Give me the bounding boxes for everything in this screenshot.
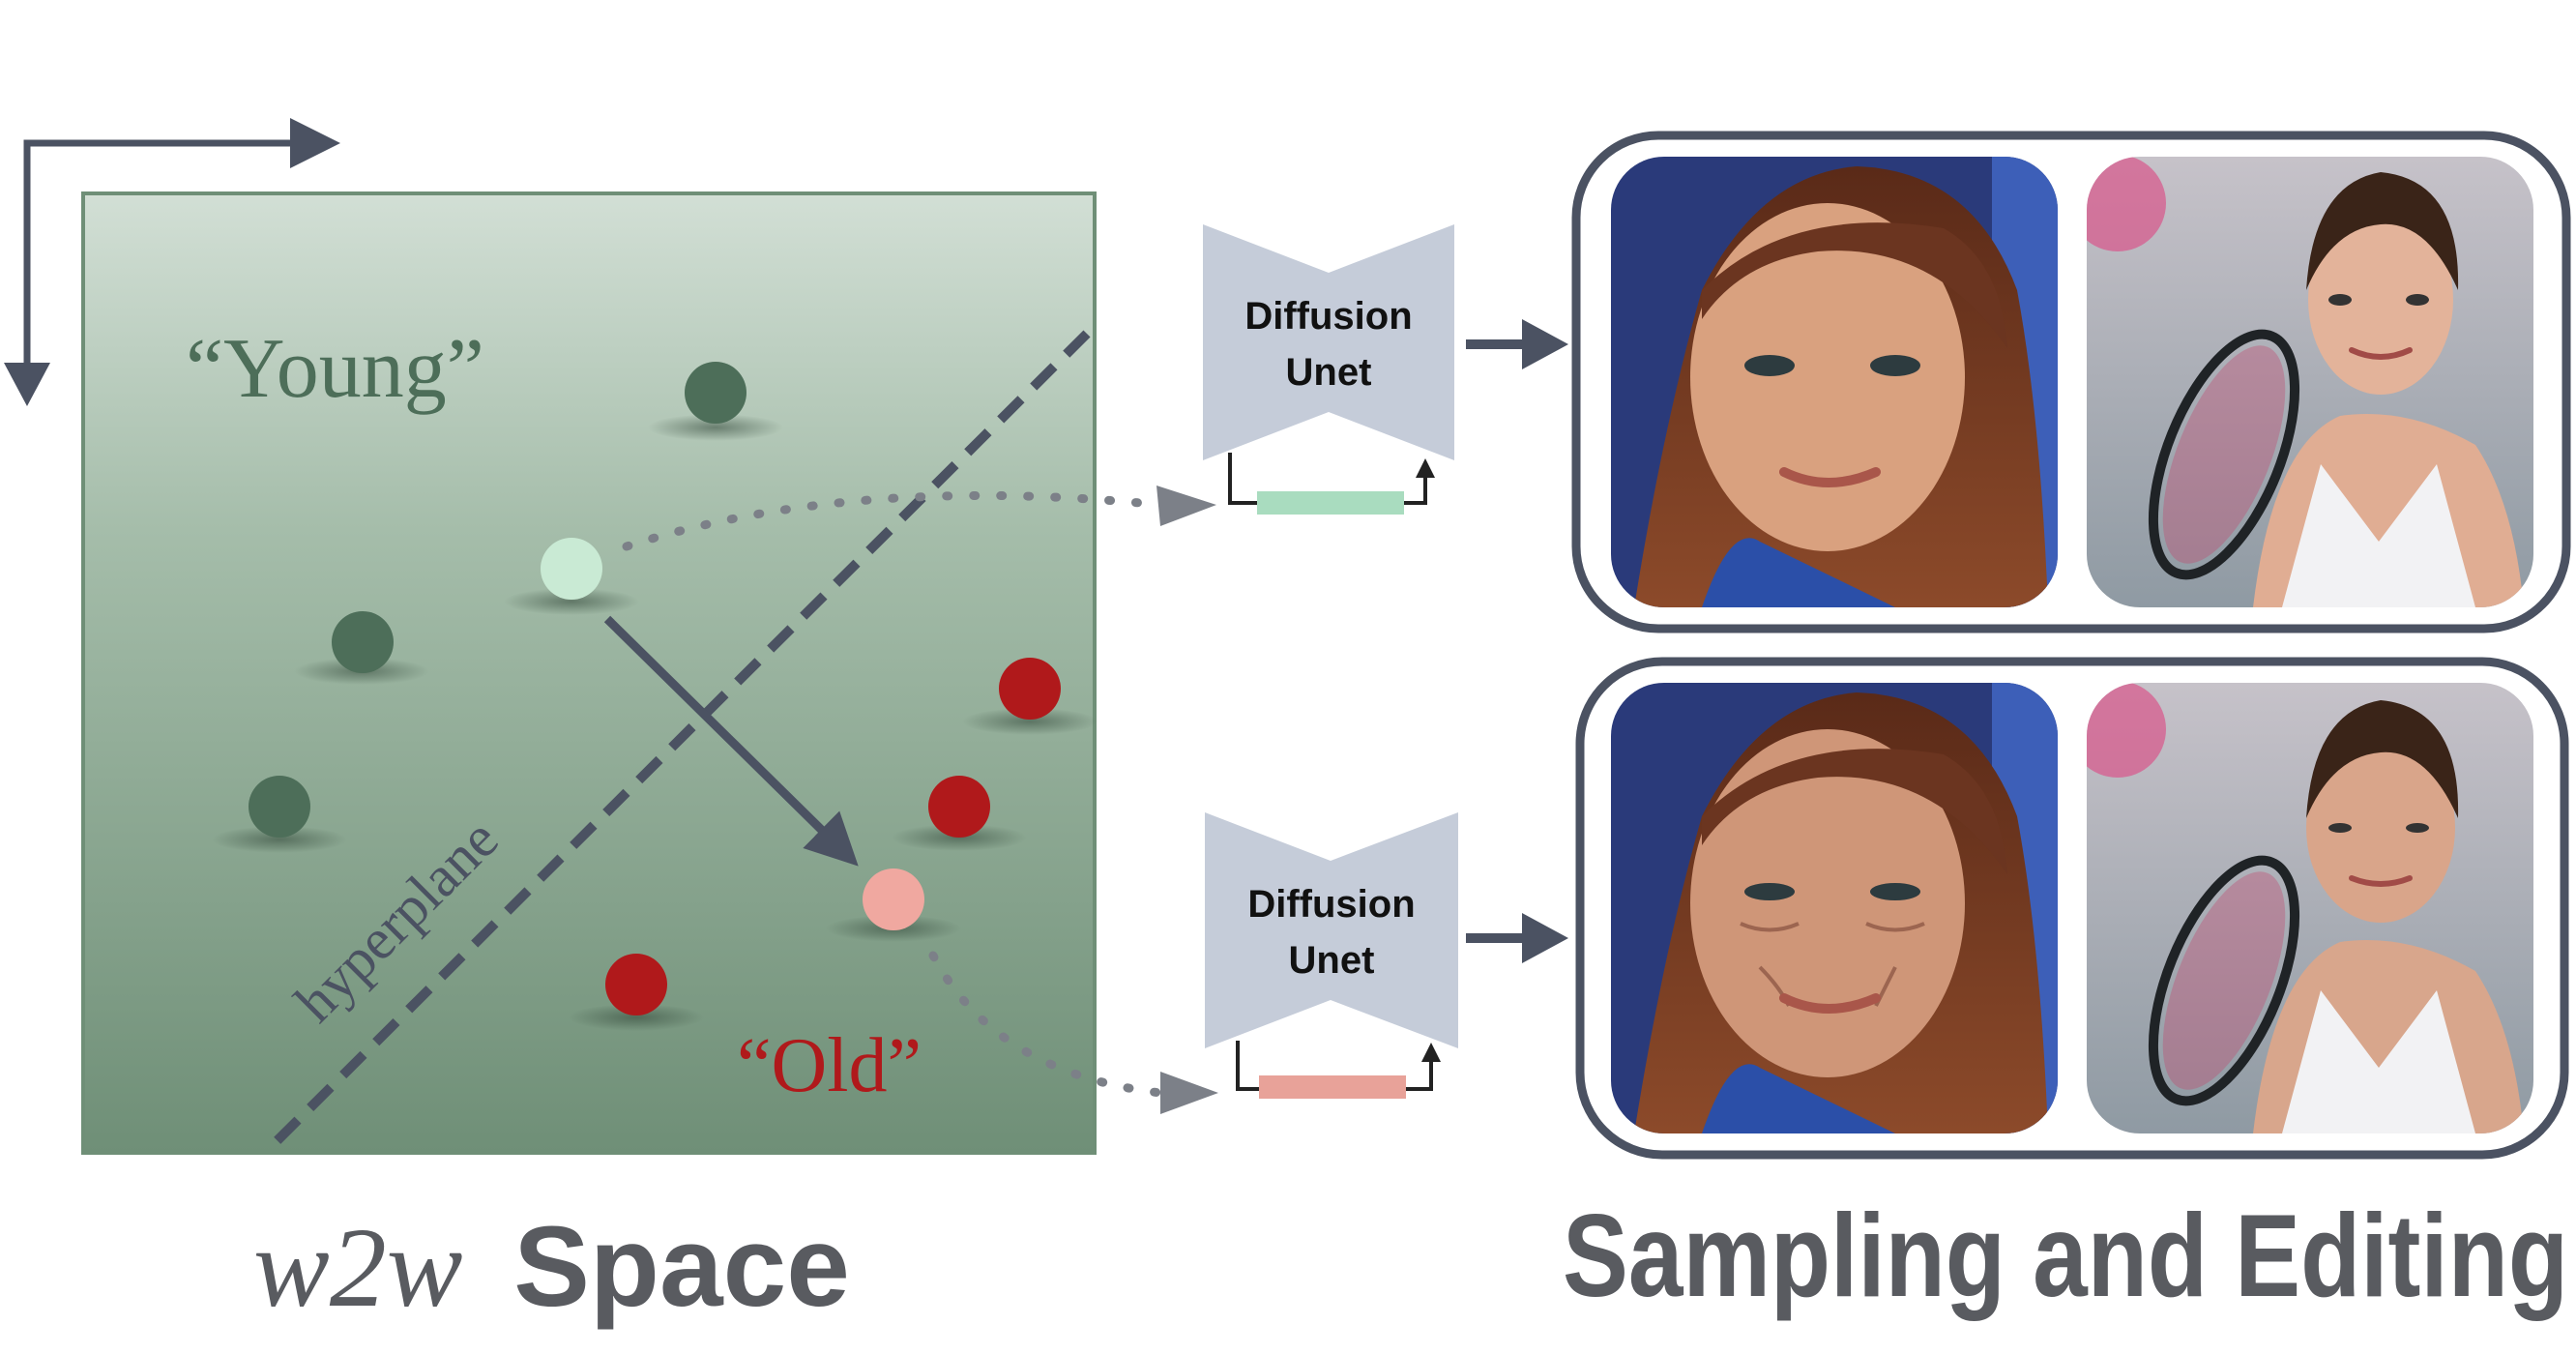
- space-caption-rest: Space: [513, 1203, 850, 1331]
- dotted-connectors: [622, 486, 1218, 1114]
- unet-label-line1: Diffusion: [1247, 883, 1415, 926]
- young-point: [685, 362, 746, 424]
- selected-young-point: [541, 538, 602, 600]
- results-frame-young: [1571, 131, 2571, 633]
- space-caption-italic: w2w: [253, 1204, 462, 1331]
- tennis-player-young: [2087, 157, 2533, 607]
- woman-portrait-old: [1611, 683, 2058, 1133]
- unet-block-top: Diffusion Unet: [1203, 224, 1454, 515]
- unet-block-bottom: Diffusion Unet: [1205, 812, 1458, 1099]
- young-point: [332, 611, 394, 673]
- young-label: “Young”: [186, 322, 484, 416]
- results-frame-old: [1575, 657, 2569, 1160]
- old-point: [605, 954, 667, 1016]
- axis-arrows: [4, 118, 340, 406]
- old-point: [928, 776, 990, 838]
- unet-label-line2: Unet: [1289, 939, 1375, 982]
- old-point: [999, 658, 1061, 720]
- unet-label-line2: Unet: [1286, 351, 1372, 394]
- tennis-player-old: [2087, 683, 2533, 1133]
- young-point: [249, 776, 310, 838]
- edit-direction-arrow: [603, 615, 859, 867]
- old-label: “Old”: [737, 1023, 922, 1108]
- hyperplane-line: [263, 330, 1091, 1155]
- woman-portrait-young: [1611, 157, 2058, 607]
- unet-label-line1: Diffusion: [1244, 295, 1412, 338]
- weight-bar-old: [1259, 1075, 1406, 1099]
- right-caption: Sampling and Editing: [1563, 1190, 2568, 1321]
- edited-old-point: [863, 868, 924, 930]
- output-arrows: [1466, 319, 1568, 963]
- weight-bar-young: [1257, 491, 1404, 515]
- space-caption: w2w Space: [253, 1203, 850, 1331]
- w2w-space-panel: hyperplane “Young” “Old”: [81, 191, 1098, 1155]
